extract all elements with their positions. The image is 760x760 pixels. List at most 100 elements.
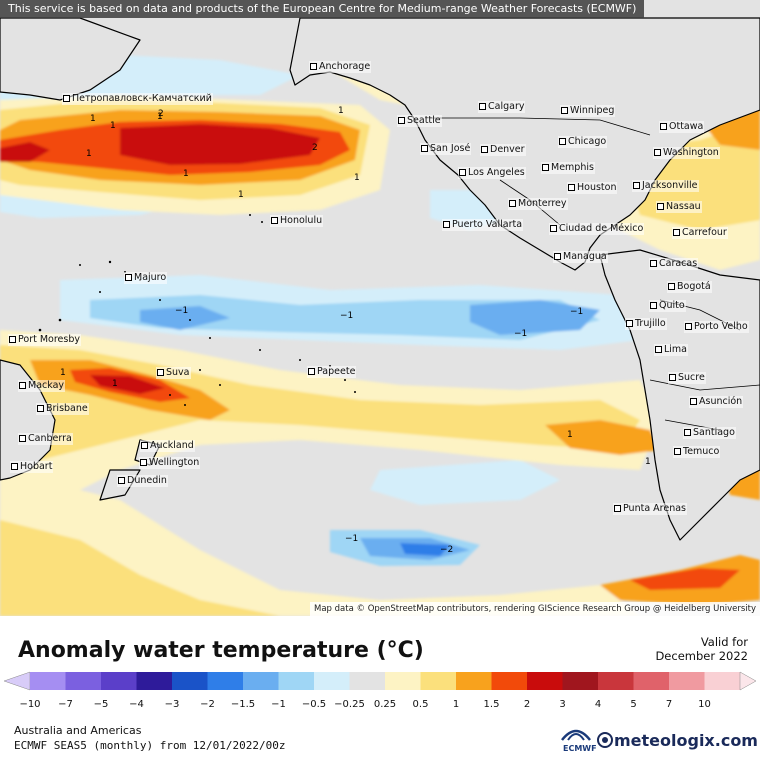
city-label: Carrefour xyxy=(672,227,728,239)
attribution-top: This service is based on data and produc… xyxy=(0,0,645,18)
city-label: Port Moresby xyxy=(8,334,82,346)
legend-left-arrow xyxy=(3,671,31,691)
legend-tick-label: −10 xyxy=(19,699,41,710)
city-label: Caracas xyxy=(649,258,699,270)
city-label: Lima xyxy=(654,344,689,356)
legend-tick-label: −0.25 xyxy=(334,699,365,710)
legend-tick-label: 2 xyxy=(523,699,531,710)
legend-swatch xyxy=(562,672,599,690)
legend-tick-label: 1 xyxy=(452,699,460,710)
ecmwf-logo-text: ECMWF xyxy=(563,744,597,753)
city-label: Houston xyxy=(567,182,618,194)
city-label: Suva xyxy=(156,367,191,379)
region-label: Australia and Americas xyxy=(14,724,142,737)
legend-swatch xyxy=(30,672,66,690)
city-label: Bogotá xyxy=(667,281,712,293)
city-label: Chicago xyxy=(558,136,608,148)
city-label: Honolulu xyxy=(270,215,324,227)
contour-label: 1 xyxy=(112,379,118,389)
city-label: Santiago xyxy=(683,427,736,439)
contour-label: 1 xyxy=(60,368,66,378)
legend-swatch xyxy=(491,672,528,690)
city-label: Puerto Vallarta xyxy=(442,219,524,231)
city-label: Auckland xyxy=(140,440,195,452)
city-label: Mackay xyxy=(18,380,66,392)
attribution-bottom[interactable]: Map data © OpenStreetMap contributors, r… xyxy=(310,602,760,616)
city-label: Ciudad de México xyxy=(549,223,645,235)
meteologix-logo-text[interactable]: meteologix.com xyxy=(614,731,758,750)
city-label: Dunedin xyxy=(117,475,168,487)
legend-tick-label: −5 xyxy=(93,699,109,710)
legend-swatch xyxy=(172,672,208,690)
city-label: Winnipeg xyxy=(560,105,616,117)
legend-tick-label: −3 xyxy=(164,699,180,710)
legend-swatch xyxy=(527,672,563,690)
legend-swatch xyxy=(207,672,244,690)
city-label: Brisbane xyxy=(36,403,89,415)
contour-label: 1 xyxy=(90,114,96,124)
city-label: Majuro xyxy=(124,272,168,284)
city-label: Temuco xyxy=(673,446,721,458)
legend-swatch xyxy=(101,672,137,690)
legend-tick-label: 0.25 xyxy=(373,699,397,710)
legend-swatch xyxy=(420,672,457,690)
city-label: Hobart xyxy=(10,461,54,473)
contour-label: 2 xyxy=(158,109,164,119)
contour-label: 1 xyxy=(354,173,360,183)
contour-label: −1 xyxy=(175,306,188,316)
legend-tick-label: 5 xyxy=(630,699,637,710)
legend-swatch xyxy=(65,672,102,690)
city-label: Jacksonville xyxy=(632,180,699,192)
legend-swatch xyxy=(598,672,634,690)
ecmwf-logo-icon xyxy=(561,729,591,741)
legend-tick-label: −1.5 xyxy=(230,699,256,710)
legend-tick-label: 4 xyxy=(594,699,602,710)
color-legend xyxy=(3,671,757,691)
legend-right-arrow xyxy=(739,671,757,691)
valid-label: Valid for xyxy=(700,635,748,649)
contour-label: 1 xyxy=(157,112,163,122)
legend-swatch xyxy=(456,672,492,690)
city-label: Denver xyxy=(480,144,526,156)
legend-swatch xyxy=(385,672,421,690)
contour-label: −1 xyxy=(514,329,527,339)
legend-tick-label: −2 xyxy=(200,699,215,710)
valid-date: December 2022 xyxy=(655,649,748,663)
legend-swatch xyxy=(349,672,386,690)
city-label: Papeete xyxy=(307,366,357,378)
legend-tick-label: 7 xyxy=(665,699,673,710)
city-label: Петропавловск-Камчатский xyxy=(62,93,213,105)
city-label: Canberra xyxy=(18,433,73,445)
city-label: Anchorage xyxy=(309,61,372,73)
city-label: Asunción xyxy=(689,396,744,408)
contour-label: 1 xyxy=(567,430,573,440)
contour-label: 1 xyxy=(183,169,189,179)
legend-tick-label: 1.5 xyxy=(483,699,500,710)
contour-label: 1 xyxy=(238,190,244,200)
city-label: Washington xyxy=(653,147,720,159)
city-label: Memphis xyxy=(541,162,595,174)
legend-tick-label: −0.5 xyxy=(301,699,327,710)
contour-label: 1 xyxy=(110,121,116,131)
legend-tick-label: −4 xyxy=(129,699,144,710)
legend-tick-label: 0.5 xyxy=(412,699,429,710)
legend-swatch xyxy=(278,672,315,690)
city-label: Ottawa xyxy=(659,121,705,133)
city-label: Calgary xyxy=(478,101,526,113)
city-label: Seattle xyxy=(397,115,442,127)
map-area[interactable]: 1 1 1 2 1 2 1 1 1 1 −1 −1 −1 −1 1 1 1 1 −1 −2 This service … xyxy=(0,0,760,616)
contour-label: −1 xyxy=(340,311,353,321)
city-label: Wellington xyxy=(139,457,201,469)
map-title: Anomaly water temperature (°C) xyxy=(18,638,424,663)
legend-swatch xyxy=(136,672,173,690)
city-label: Nassau xyxy=(656,201,702,213)
city-label: Quito xyxy=(649,300,686,312)
contour-label: −1 xyxy=(345,534,358,544)
legend-swatch xyxy=(633,672,670,690)
legend-tick-label: −1 xyxy=(271,699,286,710)
city-label: Punta Arenas xyxy=(613,503,688,515)
city-label: Managua xyxy=(553,251,608,263)
city-label: San José xyxy=(420,143,472,155)
contour-label: 2 xyxy=(312,143,318,153)
city-label: Los Angeles xyxy=(458,167,526,179)
